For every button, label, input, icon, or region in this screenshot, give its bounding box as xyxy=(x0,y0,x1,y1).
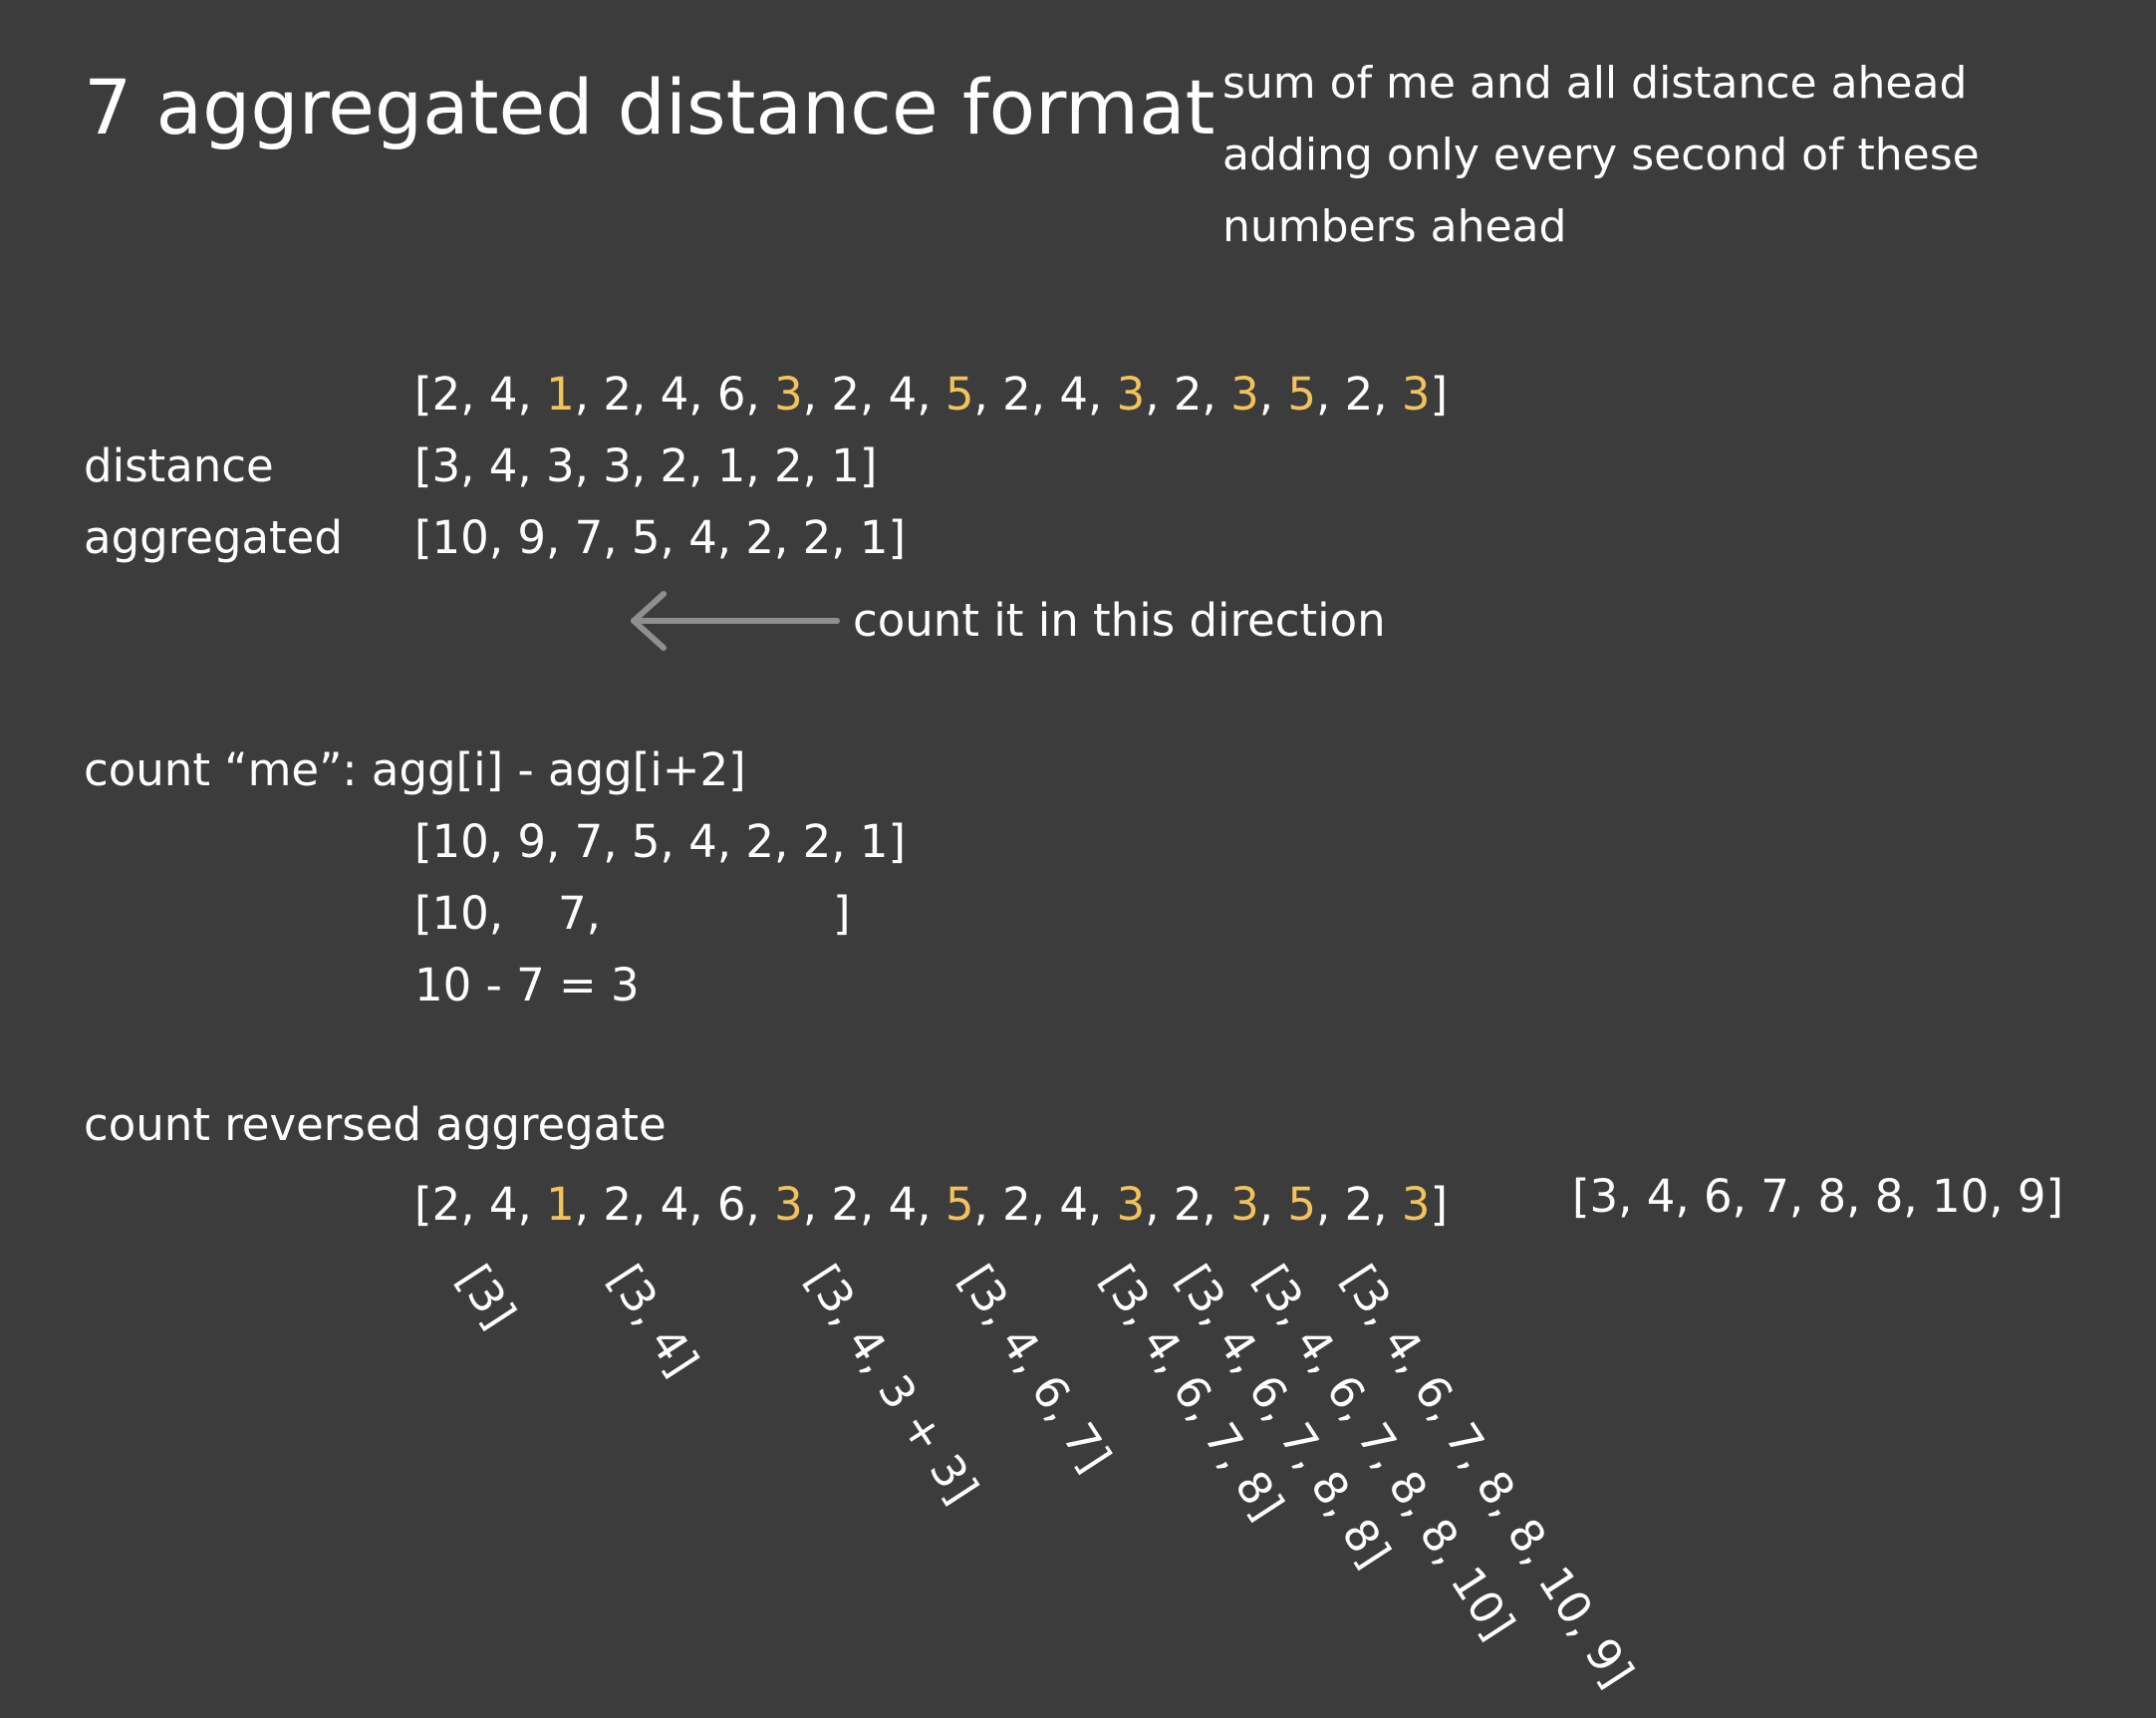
sequence-token: , xyxy=(859,1178,889,1231)
sequence-token: , xyxy=(1145,1178,1174,1231)
highlighted-number: 5 xyxy=(1287,1178,1316,1231)
sequence-token: , xyxy=(917,1178,945,1231)
sequence-token: 2 xyxy=(831,1178,860,1231)
reversed-step-2: [3, 4] xyxy=(598,1255,709,1386)
sequence-token: , xyxy=(745,1178,775,1231)
sequence-token: 2 xyxy=(431,368,461,421)
aggregated-label: aggregated xyxy=(84,511,343,564)
sequence-token: 2 xyxy=(603,368,632,421)
direction-text: count it in this direction xyxy=(853,594,1386,647)
sequence-token: 2 xyxy=(831,368,860,421)
sequence-token: 4 xyxy=(888,1178,918,1231)
sequence-token: , xyxy=(1202,1178,1231,1231)
highlighted-number: 3 xyxy=(1401,368,1431,421)
count-me-line-3: 10 - 7 = 3 xyxy=(414,959,640,1011)
sequence-token: , xyxy=(973,368,1003,421)
reversed-step-4: [3, 4, 6, 7] xyxy=(948,1255,1122,1482)
arrow-left-icon xyxy=(631,591,840,651)
count-me-heading: count “me”: agg[i] - agg[i+2] xyxy=(84,743,746,796)
sequence-token: , xyxy=(973,1178,1003,1231)
sequence-token: , xyxy=(1373,1178,1402,1231)
highlighted-number: 1 xyxy=(546,1178,575,1231)
note-line-1: sum of me and all distance ahead xyxy=(1222,58,1968,109)
sequence-token: [ xyxy=(414,1178,432,1231)
sequence-token: 2 xyxy=(1002,368,1031,421)
sequence-token: 2 xyxy=(431,1178,461,1231)
sequence-token: 4 xyxy=(888,368,918,421)
sequence-token: , xyxy=(1373,368,1402,421)
sequence-token: 6 xyxy=(716,368,746,421)
count-me-mid: 7, xyxy=(558,887,601,940)
highlighted-number: 3 xyxy=(1401,1178,1431,1231)
sequence-token: 2 xyxy=(1173,368,1203,421)
sequence-token: 2 xyxy=(1344,368,1374,421)
page-title: 7 aggregated distance format xyxy=(84,63,1215,151)
sequence-token: , xyxy=(1315,368,1345,421)
reversed-step-1: [3] xyxy=(446,1255,527,1338)
sequence-token: , xyxy=(517,1178,547,1231)
highlighted-number: 3 xyxy=(774,1178,803,1231)
sequence-token: ] xyxy=(1430,368,1449,421)
sequence-token: , xyxy=(460,368,489,421)
sequence-token: , xyxy=(1315,1178,1345,1231)
highlighted-number: 5 xyxy=(944,1178,974,1231)
sequence-token: , xyxy=(745,368,775,421)
sequence-token: , xyxy=(574,368,604,421)
sequence-token: , xyxy=(1202,368,1231,421)
highlighted-number: 1 xyxy=(546,368,575,421)
count-me-open: [10, xyxy=(414,887,504,940)
sequence-token: 2 xyxy=(1002,1178,1031,1231)
sequence-token: 2 xyxy=(603,1178,632,1231)
sequence-token: 4 xyxy=(488,1178,518,1231)
reversed-heading: count reversed aggregate xyxy=(84,1098,667,1151)
highlighted-number: 3 xyxy=(1116,1178,1146,1231)
sequence-token: , xyxy=(802,1178,832,1231)
sequence-row-bottom: [2, 4, 1, 2, 4, 6, 3, 2, 4, 5, 2, 4, 3, … xyxy=(414,1182,1448,1227)
sequence-token: , xyxy=(574,1178,604,1231)
highlighted-number: 5 xyxy=(1287,368,1316,421)
sequence-token: , xyxy=(1087,1178,1117,1231)
sequence-token: 4 xyxy=(1059,368,1088,421)
distance-label: distance xyxy=(84,439,274,492)
sequence-token: 2 xyxy=(1344,1178,1374,1231)
count-me-close: ] xyxy=(833,887,851,940)
sequence-token: , xyxy=(631,1178,661,1231)
sequence-token: , xyxy=(917,368,945,421)
sequence-token: , xyxy=(631,368,661,421)
sequence-token: 4 xyxy=(660,368,689,421)
note-line-2: adding only every second of these xyxy=(1222,130,1980,180)
sequence-token: , xyxy=(460,1178,489,1231)
sequence-row-top: [2, 4, 1, 2, 4, 6, 3, 2, 4, 5, 2, 4, 3, … xyxy=(414,372,1448,417)
sequence-token: 2 xyxy=(1173,1178,1203,1231)
sequence-token: , xyxy=(859,368,889,421)
highlighted-number: 3 xyxy=(1230,1178,1259,1231)
highlighted-number: 3 xyxy=(1230,368,1259,421)
sequence-token: , xyxy=(802,368,832,421)
sequence-token: [ xyxy=(414,368,432,421)
reversed-result: [3, 4, 6, 7, 8, 8, 10, 9] xyxy=(1572,1170,2064,1223)
sequence-token: , xyxy=(1087,368,1117,421)
sequence-token: , xyxy=(1030,1178,1060,1231)
highlighted-number: 3 xyxy=(774,368,803,421)
sequence-token: , xyxy=(1030,368,1060,421)
sequence-token: , xyxy=(688,1178,717,1231)
sequence-token: 4 xyxy=(488,368,518,421)
count-me-line-1: [10, 9, 7, 5, 4, 2, 2, 1] xyxy=(414,815,907,868)
highlighted-number: 5 xyxy=(944,368,974,421)
sequence-token: , xyxy=(1258,368,1288,421)
sequence-token: 4 xyxy=(660,1178,689,1231)
aggregated-values: [10, 9, 7, 5, 4, 2, 2, 1] xyxy=(414,511,907,564)
sequence-token: , xyxy=(517,368,547,421)
sequence-token: 6 xyxy=(716,1178,746,1231)
sequence-token: ] xyxy=(1430,1178,1449,1231)
sequence-token: , xyxy=(1258,1178,1288,1231)
note-line-3: numbers ahead xyxy=(1222,201,1567,252)
sequence-token: , xyxy=(1145,368,1174,421)
highlighted-number: 3 xyxy=(1116,368,1146,421)
distance-values: [3, 4, 3, 3, 2, 1, 2, 1] xyxy=(414,439,878,492)
sequence-token: 4 xyxy=(1059,1178,1088,1231)
sequence-token: , xyxy=(688,368,717,421)
